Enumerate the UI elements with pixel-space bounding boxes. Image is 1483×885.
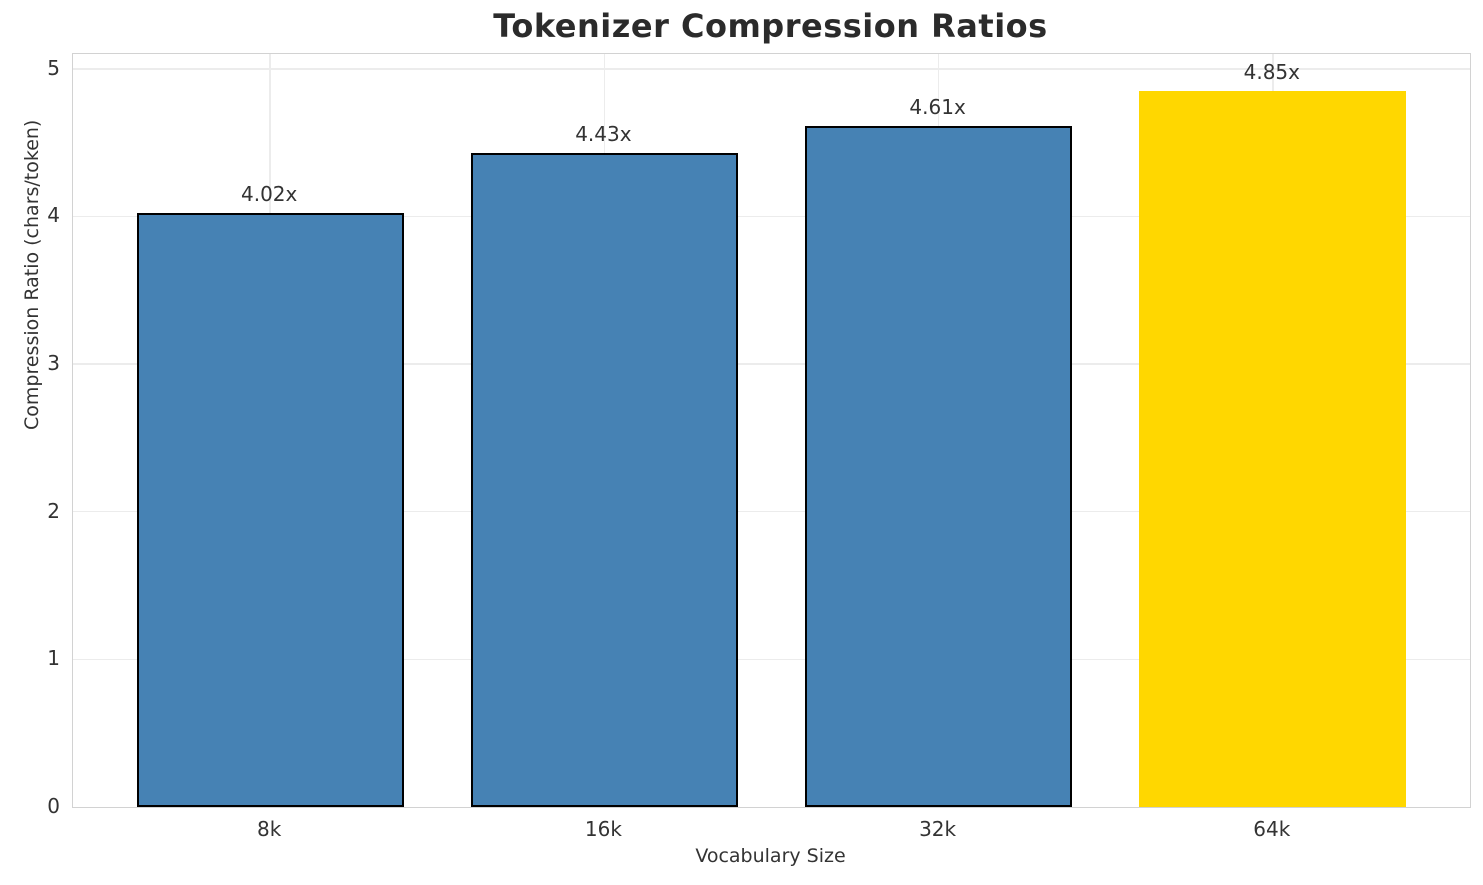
x-tick-label: 8k <box>257 817 282 841</box>
chart-title: Tokenizer Compression Ratios <box>493 7 1048 45</box>
bar-value-label: 4.85x <box>1243 59 1300 84</box>
gridline-horizontal <box>73 658 1470 661</box>
bar-8k <box>136 213 404 807</box>
y-tick-label: 3 <box>47 351 60 376</box>
x-tick-label: 16k <box>584 817 622 841</box>
y-axis-label: Compression Ratio (chars/token) <box>21 119 43 430</box>
gridline-horizontal <box>73 363 1470 365</box>
x-axis-label: Vocabulary Size <box>695 845 846 867</box>
gridline-horizontal <box>73 510 1470 513</box>
gridline-horizontal <box>73 67 1470 70</box>
bar-64k <box>1139 90 1407 807</box>
bar-value-label: 4.02x <box>240 182 298 207</box>
x-tick-label: 32k <box>919 817 957 841</box>
y-tick-label: 2 <box>47 498 60 523</box>
y-tick-label: 1 <box>47 646 60 671</box>
plot-area <box>72 53 1471 808</box>
x-tick-label: 64k <box>1253 817 1291 841</box>
bar-value-label: 4.43x <box>575 121 632 146</box>
bar-16k <box>470 152 739 807</box>
bar-32k <box>804 126 1073 807</box>
y-tick-label: 4 <box>47 203 60 228</box>
y-tick-label: 5 <box>47 55 60 80</box>
y-tick-label: 0 <box>47 794 60 818</box>
bar-value-label: 4.61x <box>909 95 966 120</box>
gridline-horizontal <box>73 215 1470 218</box>
